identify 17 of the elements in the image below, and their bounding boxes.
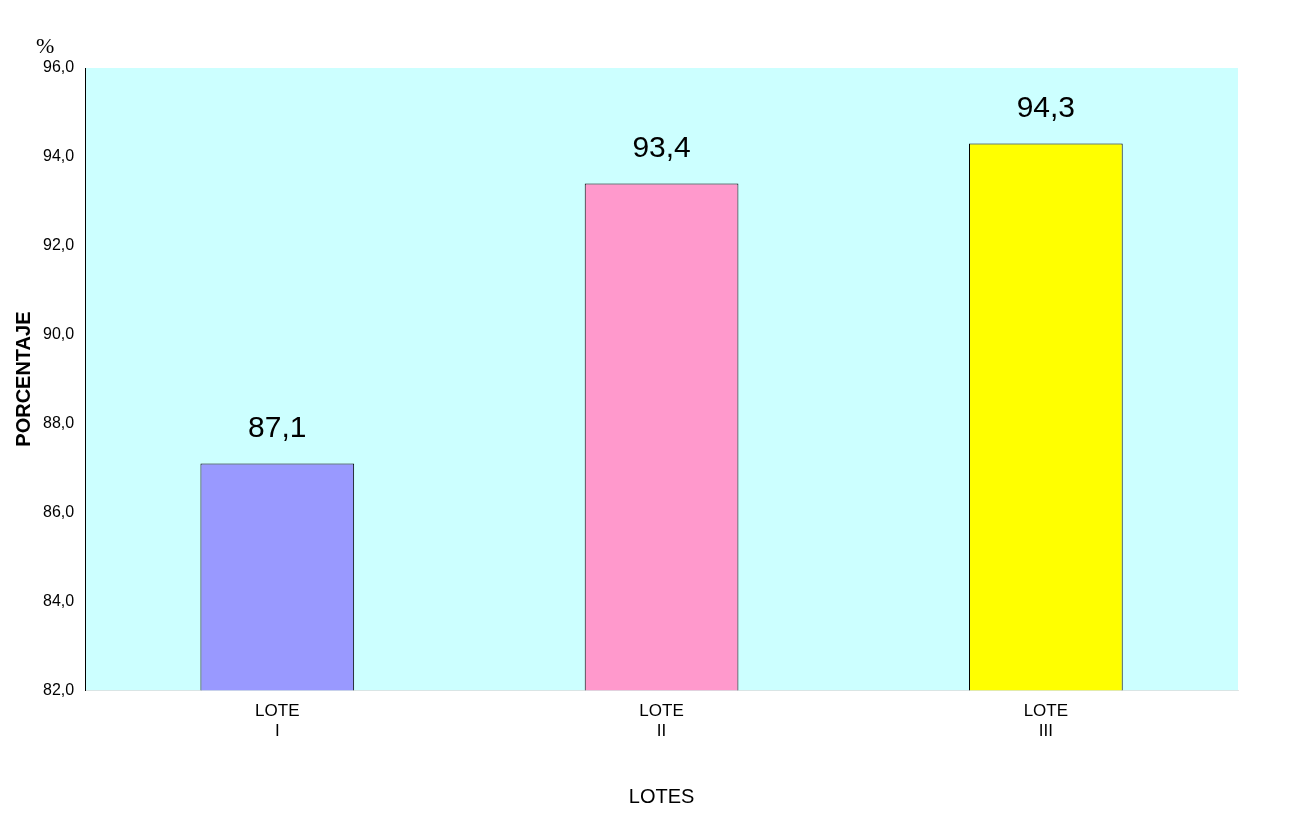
x-tick-label: LOTE III (1023, 701, 1069, 741)
y-tick-label: 82,0 (43, 680, 75, 698)
data-label: 87,1 (248, 409, 307, 443)
y-tick-label: 96,0 (43, 58, 75, 76)
x-tick-label: LOTE II (639, 701, 684, 741)
y-tick-label: 86,0 (43, 502, 75, 520)
y-tick-label: 92,0 (43, 236, 75, 254)
x-axis-title: LOTES (628, 784, 695, 807)
x-tick-label: LOTE I (255, 701, 300, 741)
data-label: 93,4 (632, 129, 691, 163)
y-tick-label: 84,0 (43, 591, 75, 609)
data-label: 94,3 (1016, 89, 1076, 123)
y-tick-label: 90,0 (43, 325, 75, 343)
y-tick-label: 88,0 (43, 413, 75, 431)
y-tick-label: 94,0 (43, 147, 75, 165)
text: % (35, 33, 55, 58)
y-axis-title: PORCENTAJE (11, 311, 34, 447)
